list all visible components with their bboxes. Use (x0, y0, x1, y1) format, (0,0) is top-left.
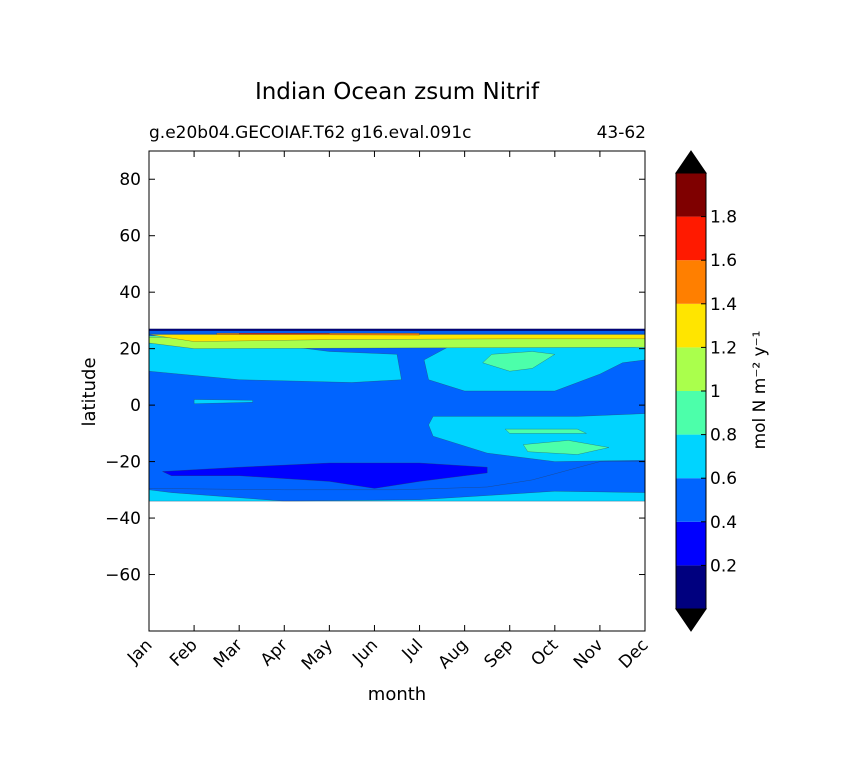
colorbar-segment (676, 521, 706, 566)
y-axis-label: latitude (79, 357, 100, 426)
contour-region-south-0.8-blob-2 (504, 428, 587, 434)
contour-fill (149, 328, 645, 502)
chart-title: Indian Ocean zsum Nitrif (255, 79, 540, 105)
colorbar-tick-label: 0.8 (710, 426, 737, 446)
contour-region-band-below-minus30 (149, 489, 645, 502)
colorbar-tick-label: 0.4 (710, 513, 737, 533)
x-tick-label: Aug (435, 635, 473, 673)
contour-region-minimum-0.2-band (162, 462, 488, 489)
x-tick-label: Jan (123, 635, 156, 668)
x-tick-label: Mar (210, 635, 247, 672)
x-tick-label: Jun (348, 635, 382, 669)
colorbar-segment (676, 434, 706, 479)
y-tick-label: 20 (119, 340, 141, 360)
contour-region-top-edge-dark (149, 328, 645, 332)
y-tick-label: 40 (119, 283, 141, 303)
x-tick-label: Dec (615, 635, 652, 672)
colorbar: 0.2 0.4 0.6 0.8 1 1.2 1.4 1.6 1.8 (675, 150, 737, 632)
colorbar-segment (676, 478, 706, 522)
y-tick-label: −20 (105, 453, 141, 473)
y-tick-label: 0 (130, 396, 141, 416)
x-tick-label: Jul (398, 635, 427, 664)
plot-frame (148, 150, 646, 632)
colorbar-extend-under (675, 608, 707, 632)
colorbar-segment (676, 216, 706, 261)
colorbar-segment (676, 173, 706, 217)
colorbar-tick-label: 1 (710, 382, 721, 402)
y-tick-label: 80 (119, 170, 141, 190)
x-axis-label: month (368, 684, 426, 705)
colorbar-segment (676, 260, 706, 304)
x-tick-label: Feb (166, 635, 201, 670)
chart-subtitle-right: 43-62 (597, 123, 646, 143)
colorbar-tick-label: 1.8 (710, 208, 737, 228)
colorbar-extend-over (675, 150, 707, 174)
y-tick-label: −40 (105, 509, 141, 529)
colorbar-tick-label: 1.2 (710, 338, 737, 358)
colorbar-tick-label: 1.4 (710, 295, 737, 315)
x-tick-label: May (298, 635, 337, 674)
y-tick-label: 60 (119, 227, 141, 247)
contour-region-blob-0.6-mar (193, 399, 253, 404)
y-axis: 80 60 40 20 0 −20 −40 −60 (105, 170, 645, 586)
colorbar-tick-label: 0.6 (710, 469, 737, 489)
colorbar-segment (676, 565, 706, 609)
colorbar-label: mol N m⁻² y⁻¹ (750, 331, 770, 450)
contour-region-top-1.2-band (149, 334, 645, 342)
y-tick-label: −60 (105, 566, 141, 586)
colorbar-segment (676, 391, 706, 435)
colorbar-segment (676, 347, 706, 391)
x-tick-label: Sep (480, 635, 517, 672)
contour-region-north-0.8-blob (482, 351, 556, 372)
x-tick-label: Oct (527, 635, 562, 670)
colorbar-tick-label: 0.2 (710, 556, 737, 576)
x-tick-label: Apr (257, 635, 292, 670)
x-tick-label: Nov (570, 635, 608, 673)
chart-subtitle-left: g.e20b04.GECOIAF.T62 g16.eval.091c (149, 123, 471, 143)
colorbar-tick-label: 1.6 (710, 251, 737, 271)
contour-region-south-0.8-blob (522, 440, 609, 455)
colorbar-segment (676, 303, 706, 348)
